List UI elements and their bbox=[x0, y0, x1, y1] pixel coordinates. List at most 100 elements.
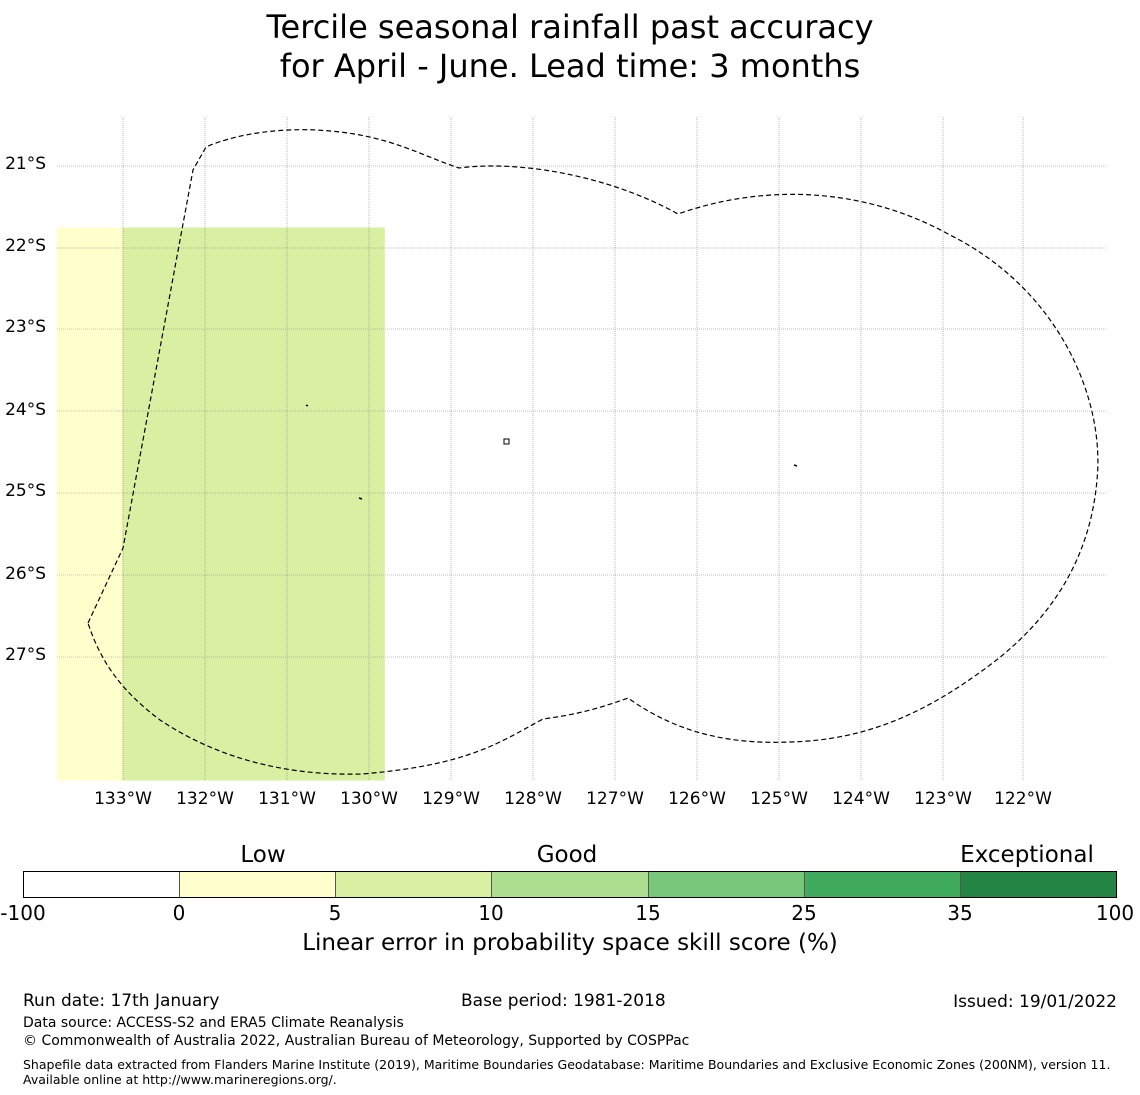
skill-cell bbox=[581, 448, 648, 505]
skill-cell bbox=[57, 448, 124, 505]
skill-cell bbox=[974, 614, 1041, 670]
skill-cell bbox=[384, 117, 451, 173]
skill-cell bbox=[843, 338, 910, 394]
skill-cell bbox=[647, 172, 714, 228]
skill-cell bbox=[384, 669, 451, 726]
skill-cell bbox=[1040, 282, 1107, 339]
issued-date: Issued: 19/01/2022 bbox=[953, 992, 1117, 1012]
colorbar-title: Linear error in probability space skill … bbox=[302, 930, 838, 956]
skill-cell bbox=[843, 227, 910, 284]
skill-cell bbox=[57, 669, 124, 726]
skill-cell bbox=[57, 724, 124, 781]
skill-cell bbox=[712, 503, 779, 560]
lon-label: 128°W bbox=[504, 789, 562, 809]
skill-cell bbox=[384, 503, 451, 560]
skill-cell bbox=[843, 724, 910, 781]
skill-cell bbox=[188, 172, 255, 228]
skill-cell bbox=[647, 393, 714, 449]
skill-cell bbox=[909, 724, 976, 781]
skill-cell bbox=[319, 724, 386, 781]
skill-cell bbox=[974, 227, 1041, 284]
skill-cell bbox=[57, 117, 124, 173]
skill-cell bbox=[581, 503, 648, 560]
skill-cell bbox=[188, 338, 255, 394]
skill-cell bbox=[384, 172, 451, 228]
map-title-line-1: Tercile seasonal rainfall past accuracy bbox=[266, 8, 874, 46]
skill-cell bbox=[843, 117, 910, 173]
colorbar-segment bbox=[24, 872, 181, 897]
skill-cell bbox=[581, 338, 648, 394]
skill-cell bbox=[581, 724, 648, 781]
skill-cell bbox=[974, 724, 1041, 781]
skill-cell bbox=[974, 669, 1041, 726]
skill-cell bbox=[909, 172, 976, 228]
skill-cell bbox=[778, 117, 845, 173]
skill-cell bbox=[778, 282, 845, 339]
skill-cell bbox=[122, 282, 189, 339]
skill-cell bbox=[974, 338, 1041, 394]
skill-cell bbox=[909, 614, 976, 670]
skill-cell bbox=[122, 503, 189, 560]
skill-cell bbox=[1040, 614, 1107, 670]
legend-category-low: Low bbox=[240, 842, 286, 868]
skill-cell bbox=[778, 227, 845, 284]
skill-cell bbox=[450, 338, 517, 394]
skill-cell bbox=[515, 503, 582, 560]
skill-cell bbox=[647, 614, 714, 670]
skill-cell bbox=[647, 338, 714, 394]
skill-cell bbox=[188, 282, 255, 339]
skill-cell bbox=[712, 724, 779, 781]
skill-cell bbox=[515, 172, 582, 228]
skill-cell bbox=[909, 227, 976, 284]
skill-cell bbox=[57, 172, 124, 228]
data-source: Data source: ACCESS-S2 and ERA5 Climate … bbox=[23, 1015, 404, 1031]
skill-cell bbox=[778, 172, 845, 228]
colorbar-segment bbox=[336, 872, 493, 897]
skill-cell bbox=[647, 669, 714, 726]
skill-cell bbox=[188, 393, 255, 449]
skill-cell bbox=[384, 282, 451, 339]
skill-cell bbox=[450, 559, 517, 615]
skill-cell bbox=[384, 227, 451, 284]
colorbar-segment bbox=[492, 872, 649, 897]
lon-label: 130°W bbox=[340, 789, 398, 809]
lat-label: 24°S bbox=[5, 400, 46, 420]
skill-cell bbox=[581, 172, 648, 228]
skill-cell bbox=[319, 227, 386, 284]
skill-cell bbox=[188, 559, 255, 615]
skill-cell bbox=[712, 227, 779, 284]
lat-label: 25°S bbox=[5, 481, 46, 501]
skill-cell bbox=[778, 614, 845, 670]
skill-grid-cells bbox=[57, 117, 1107, 781]
legend-category-exceptional: Exceptional bbox=[960, 842, 1094, 868]
copyright-notice: © Commonwealth of Australia 2022, Austra… bbox=[23, 1033, 690, 1049]
lon-label: 132°W bbox=[176, 789, 234, 809]
skill-cell bbox=[581, 117, 648, 173]
skill-cell bbox=[909, 393, 976, 449]
skill-cell bbox=[319, 393, 386, 449]
skill-cell bbox=[712, 559, 779, 615]
skill-cell bbox=[122, 227, 189, 284]
lon-label: 127°W bbox=[586, 789, 644, 809]
skill-cell bbox=[384, 393, 451, 449]
skill-cell bbox=[909, 282, 976, 339]
skill-cell bbox=[712, 448, 779, 505]
island-outline bbox=[503, 438, 510, 445]
skill-cell bbox=[647, 282, 714, 339]
base-period: Base period: 1981-2018 bbox=[461, 991, 666, 1011]
skill-cell bbox=[188, 614, 255, 670]
skill-cell bbox=[188, 227, 255, 284]
skill-cell bbox=[843, 282, 910, 339]
skill-cell bbox=[319, 172, 386, 228]
skill-cell bbox=[1040, 448, 1107, 505]
skill-cell bbox=[974, 448, 1041, 505]
skill-cell bbox=[188, 669, 255, 726]
skill-cell bbox=[1040, 338, 1107, 394]
skill-cell bbox=[515, 448, 582, 505]
eez-boundary bbox=[87, 129, 1099, 775]
skill-cell bbox=[581, 393, 648, 449]
skill-cell bbox=[319, 338, 386, 394]
skill-cell bbox=[843, 172, 910, 228]
colorbar-tick: 35 bbox=[947, 901, 973, 925]
colorbar-segment bbox=[960, 872, 1116, 897]
